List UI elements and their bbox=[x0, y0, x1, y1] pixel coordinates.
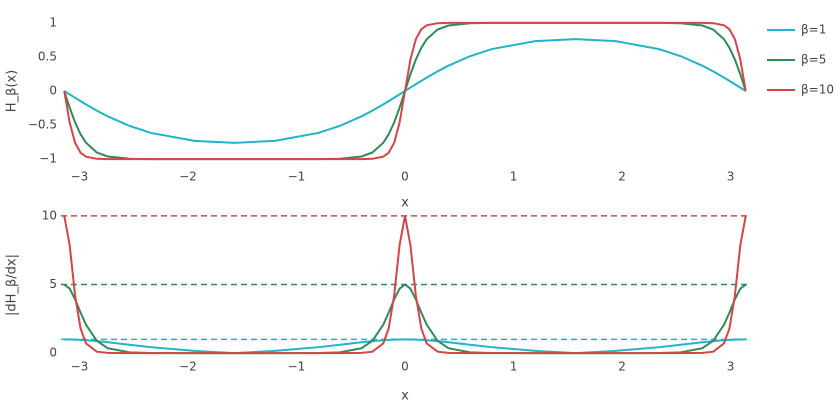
y-tick-label: −0.5 bbox=[28, 118, 57, 132]
y-axis-title: |dH_β/dx| bbox=[5, 254, 20, 316]
x-axis-title: x bbox=[401, 196, 409, 211]
x-tick-label: 3 bbox=[727, 360, 735, 374]
x-tick-label: 2 bbox=[618, 170, 626, 184]
line-series bbox=[63, 21, 747, 161]
x-axis-title: x bbox=[401, 389, 409, 404]
y-tick-label: 0.5 bbox=[38, 49, 57, 63]
y-tick-label: 5 bbox=[49, 277, 57, 291]
x-tick-label: −1 bbox=[288, 170, 306, 184]
x-tick-label: 3 bbox=[727, 170, 735, 184]
x-tick-label: −3 bbox=[71, 170, 89, 184]
line-series bbox=[64, 338, 746, 355]
y-tick-label: 0 bbox=[49, 84, 57, 98]
x-tick-label: 0 bbox=[401, 170, 409, 184]
x-tick-label: 1 bbox=[510, 170, 518, 184]
x-tick-label: 2 bbox=[618, 360, 626, 374]
legend-label: β=5 bbox=[801, 53, 826, 67]
y-tick-label: −1 bbox=[39, 152, 57, 166]
x-tick-label: −2 bbox=[179, 360, 197, 374]
x-tick-label: −1 bbox=[288, 360, 306, 374]
y-tick-label: 1 bbox=[49, 15, 57, 29]
y-axis-title: H_β(x) bbox=[5, 70, 20, 112]
y-tick-label: 0 bbox=[49, 346, 57, 360]
legend-label: β=1 bbox=[801, 23, 826, 37]
x-tick-label: −3 bbox=[71, 360, 89, 374]
x-tick-label: 1 bbox=[510, 360, 518, 374]
x-tick-label: 0 bbox=[401, 360, 409, 374]
y-tick-label: 10 bbox=[42, 208, 57, 222]
line-series bbox=[63, 283, 747, 355]
line-series bbox=[63, 215, 747, 355]
legend-label: β=10 bbox=[801, 83, 834, 97]
x-tick-label: −2 bbox=[179, 170, 197, 184]
